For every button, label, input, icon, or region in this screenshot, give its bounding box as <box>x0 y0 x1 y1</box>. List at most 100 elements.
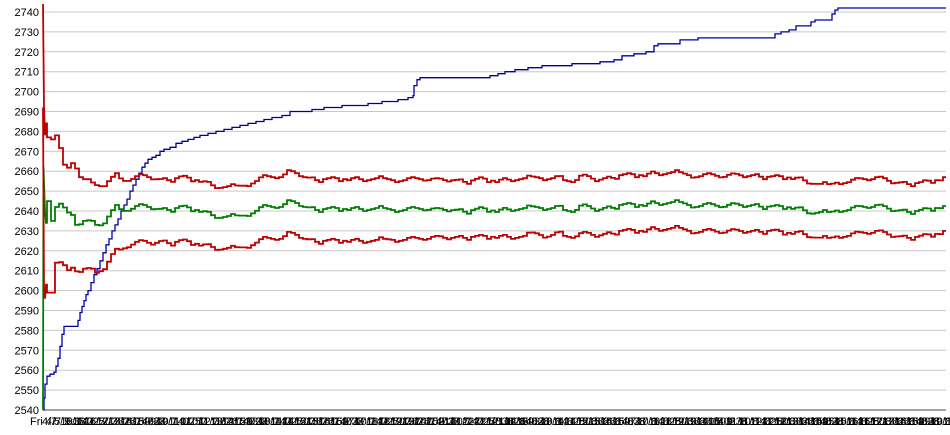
x-tick-label: 18/7 13:26 <box>378 416 430 428</box>
x-tick-label: 6/7 13:26 <box>90 416 136 428</box>
x-tick-label: 6/8 9:38 <box>606 416 646 428</box>
x-tick-label: 20/7 10:14 <box>426 416 478 428</box>
y-tick-label: 2560 <box>15 365 39 377</box>
x-tick-label: 18/7 12:38 <box>366 416 418 428</box>
x-tick-label: 20/7 9:38 <box>414 416 460 428</box>
x-tick-label: 4/8 13:26 <box>570 416 616 428</box>
y-tick-label: 2640 <box>15 206 39 218</box>
x-tick-label: 15/7 15:02 <box>306 416 358 428</box>
y-tick-label: 2590 <box>15 306 39 318</box>
x-tick-label: 12/7 10:14 <box>234 416 286 428</box>
x-tick-label: 12/7 9:38 <box>222 416 268 428</box>
x-tick-label: 10/7 12:38 <box>174 416 226 428</box>
x-tick-label: 12/8 13:26 <box>762 416 814 428</box>
x-axis-labels: Fri 4/7 9:384/7 10:145/7 11:025/7 11:506… <box>30 416 950 428</box>
x-tick-label: 16/8 13:26 <box>858 416 910 428</box>
y-tick-label: 2720 <box>15 47 39 59</box>
y-tick-label: 2600 <box>15 286 39 298</box>
y-tick-label: 2650 <box>15 186 39 198</box>
y-tick-label: 2620 <box>15 246 39 258</box>
y-tick-label: 2700 <box>15 87 39 99</box>
x-tick-label: 14/8 9:38 <box>798 416 844 428</box>
x-tick-label: 5/8 14:14 <box>582 416 628 428</box>
y-tick-label: 2630 <box>15 226 39 238</box>
x-tick-label: 11/7 14:14 <box>198 416 249 428</box>
x-tick-label: 7/8 11:02 <box>630 416 675 428</box>
x-tick-label: 4/7 10:14 <box>42 416 88 428</box>
x-tick-label: 7/7 14:14 <box>102 416 148 428</box>
x-tick-label: 17/8 15:02 <box>882 416 934 428</box>
x-tick-label: 15/8 11:02 <box>822 416 873 428</box>
x-tick-label: 13/7 11:02 <box>246 416 297 428</box>
x-tick-label: 2/8 9:38 <box>510 416 550 428</box>
x-tick-label: 15/8 11:50 <box>834 416 885 428</box>
x-tick-label: 19/7 15:02 <box>402 416 454 428</box>
x-tick-label: 1/8 15:02 <box>498 416 544 428</box>
x-tick-label: 11/7 15:02 <box>210 416 261 428</box>
x-tick-label: 17/7 11:02 <box>342 416 393 428</box>
x-tick-label: 3/8 11:50 <box>546 416 591 428</box>
y-tick-label: 2670 <box>15 146 39 158</box>
x-tick-label: 11/8 11:02 <box>726 416 776 428</box>
x-tick-label: 13/7 11:50 <box>258 416 309 428</box>
x-tick-label: 18/8 9:38 <box>894 416 940 428</box>
x-tick-label: 16/7 10:14 <box>330 416 382 428</box>
x-tick-label: 6/7 12:38 <box>78 416 124 428</box>
x-tick-label: 9/8 15:02 <box>690 416 736 428</box>
x-tick-label: 14/7 12:38 <box>270 416 322 428</box>
upper-band-line <box>42 3 946 189</box>
x-tick-label: 3/8 11:02 <box>534 416 579 428</box>
x-tick-label: 17/8 14:14 <box>870 416 922 428</box>
y-tick-label: 2710 <box>15 67 39 79</box>
x-tick-label: 18/8 10:14 <box>906 416 950 428</box>
x-tick-label: 11/8 11:50 <box>738 416 788 428</box>
x-tick-label: 22/7 13:26 <box>474 416 526 428</box>
x-tick-label: 16/8 12:38 <box>846 416 898 428</box>
x-tick-label: 9/8 14:14 <box>678 416 724 428</box>
x-tick-label: 14/7 13:26 <box>282 416 334 428</box>
x-tick-label: 1/8 14:14 <box>486 416 532 428</box>
y-tick-label: 2740 <box>15 7 39 19</box>
y-tick-label: 2550 <box>15 385 39 397</box>
x-tick-label: 7/7 15:02 <box>114 416 160 428</box>
x-tick-label: 9/7 11:02 <box>150 416 195 428</box>
x-tick-label: Fri 4/7 9:38 <box>30 416 86 428</box>
y-tick-label: 2690 <box>15 107 39 119</box>
y-tick-label: 2540 <box>15 405 39 417</box>
x-tick-label: 17/7 11:50 <box>354 416 405 428</box>
x-tick-label: 21/7 11:50 <box>450 416 501 428</box>
y-axis-labels: 2740 2730 2720 2710 2700 2690 2680 2670 2660 2650… <box>15 7 39 417</box>
x-tick-label: 8/8 12:38 <box>654 416 700 428</box>
x-tick-label: 21/7 11:02 <box>438 416 489 428</box>
x-tick-label: 14/8 10:14 <box>810 416 862 428</box>
balance-line <box>43 7 946 411</box>
y-tick-label: 2660 <box>15 166 39 178</box>
x-tick-label: 10/8 9:38 <box>702 416 748 428</box>
x-tick-label: 19/8 11:02 <box>918 416 950 428</box>
x-tick-label: 8/7 10:14 <box>138 416 184 428</box>
x-tick-label: 13/8 15:02 <box>786 416 838 428</box>
x-tick-label: 2/8 10:14 <box>522 416 568 428</box>
x-tick-label: 5/8 15:02 <box>594 416 640 428</box>
x-tick-label: 7/8 11:50 <box>642 416 687 428</box>
x-tick-label: 9/7 11:50 <box>162 416 207 428</box>
y-tick-label: 2580 <box>15 325 39 337</box>
x-tick-label: 8/8 13:26 <box>666 416 712 428</box>
y-tick-label: 2730 <box>15 27 39 39</box>
x-tick-label: 5/7 11:02 <box>54 416 99 428</box>
x-tick-label: 8/7 9:38 <box>126 416 166 428</box>
y-tick-label: 2570 <box>15 345 39 357</box>
x-tick-label: 22/7 12:38 <box>462 416 514 428</box>
y-tick-label: 2610 <box>15 266 39 278</box>
x-tick-label: 5/7 11:50 <box>66 416 111 428</box>
x-tick-label: 12/8 12:38 <box>750 416 802 428</box>
x-tick-label: 6/8 10:14 <box>618 416 664 428</box>
x-tick-label: 10/8 10:14 <box>714 416 766 428</box>
x-tick-label: 16/7 9:38 <box>318 416 364 428</box>
x-tick-label: 4/8 12:38 <box>558 416 604 428</box>
x-tick-label: 10/7 13:26 <box>186 416 238 428</box>
y-tick-label: 2680 <box>15 126 39 138</box>
x-tick-label: 15/7 14:14 <box>294 416 346 428</box>
x-tick-label: 19/7 14:14 <box>390 416 442 428</box>
